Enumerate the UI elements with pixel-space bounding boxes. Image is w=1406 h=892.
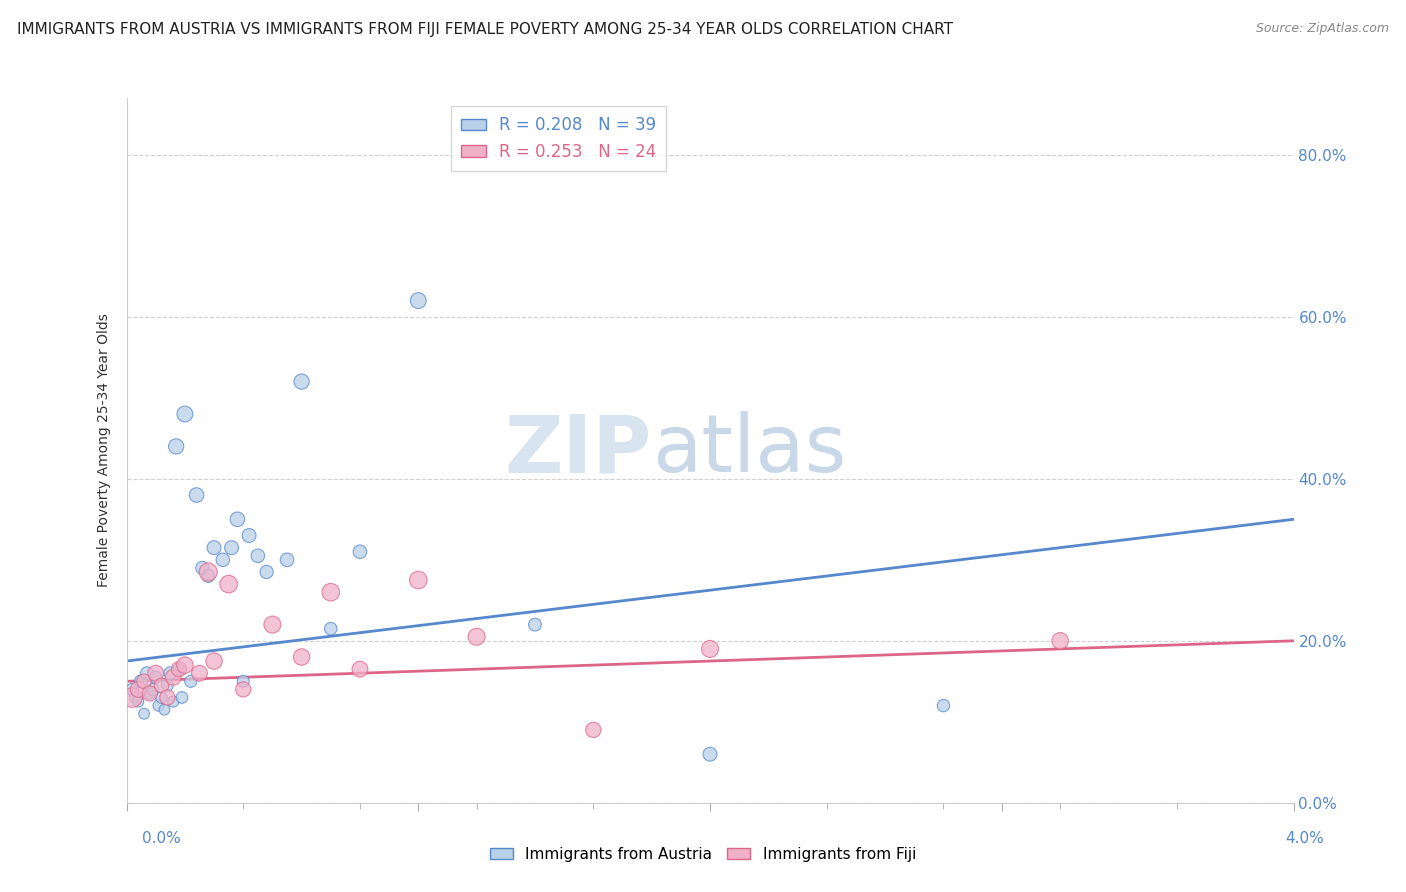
Point (170, 690, 193, 705)
Text: ZIP: ZIP (505, 411, 652, 490)
Point (197, 565, 219, 579)
Point (290, 375, 312, 389)
Text: IMMIGRANTS FROM AUSTRIA VS IMMIGRANTS FROM FIJI FEMALE POVERTY AMONG 25-34 YEAR : IMMIGRANTS FROM AUSTRIA VS IMMIGRANTS FR… (17, 22, 953, 37)
Y-axis label: Female Poverty Among 25-34 Year Olds: Female Poverty Among 25-34 Year Olds (97, 313, 111, 588)
Point (162, 694, 184, 708)
Point (202, 541, 225, 555)
Point (465, 630, 488, 644)
Point (145, 666, 167, 681)
Point (699, 641, 721, 656)
Point (148, 698, 170, 713)
Legend: R = 0.208   N = 39, R = 0.253   N = 24: R = 0.208 N = 39, R = 0.253 N = 24 (450, 106, 666, 170)
Point (121, 690, 143, 705)
Point (167, 662, 190, 676)
Point (349, 662, 371, 676)
Point (156, 678, 179, 692)
Point (162, 670, 184, 684)
Point (226, 512, 249, 526)
Point (276, 553, 298, 567)
Point (202, 654, 225, 668)
Point (319, 585, 342, 599)
Text: 0.0%: 0.0% (142, 831, 181, 846)
Point (197, 569, 219, 583)
Point (191, 561, 214, 575)
Text: Source: ZipAtlas.com: Source: ZipAtlas.com (1256, 22, 1389, 36)
Point (408, 293, 430, 308)
Point (523, 617, 546, 632)
Point (132, 674, 155, 689)
Text: atlas: atlas (652, 411, 846, 490)
Point (132, 706, 155, 721)
Point (156, 690, 179, 705)
Point (699, 747, 721, 762)
Point (136, 666, 159, 681)
Point (150, 678, 173, 692)
Point (349, 545, 371, 559)
Point (238, 528, 260, 542)
Point (180, 674, 202, 689)
Point (262, 617, 284, 632)
Point (174, 658, 197, 673)
Point (221, 541, 243, 555)
Point (174, 407, 197, 421)
Point (290, 650, 312, 665)
Point (127, 682, 149, 697)
Point (408, 573, 430, 587)
Point (232, 682, 254, 697)
Point (139, 686, 162, 700)
Point (121, 682, 143, 697)
Point (1049, 633, 1071, 648)
Point (232, 674, 254, 689)
Text: 4.0%: 4.0% (1285, 831, 1324, 846)
Point (159, 666, 181, 681)
Point (124, 690, 146, 705)
Point (211, 553, 233, 567)
Point (582, 723, 605, 737)
Point (246, 549, 269, 563)
Point (153, 703, 176, 717)
Point (127, 694, 149, 708)
Point (256, 565, 278, 579)
Point (165, 439, 187, 453)
Point (142, 682, 165, 697)
Point (139, 686, 162, 700)
Point (186, 488, 208, 502)
Point (145, 670, 167, 684)
Point (129, 674, 152, 689)
Point (319, 622, 342, 636)
Point (188, 666, 211, 681)
Legend: Immigrants from Austria, Immigrants from Fiji: Immigrants from Austria, Immigrants from… (484, 841, 922, 868)
Point (218, 577, 240, 591)
Point (167, 662, 190, 676)
Point (932, 698, 955, 713)
Point (150, 690, 173, 705)
